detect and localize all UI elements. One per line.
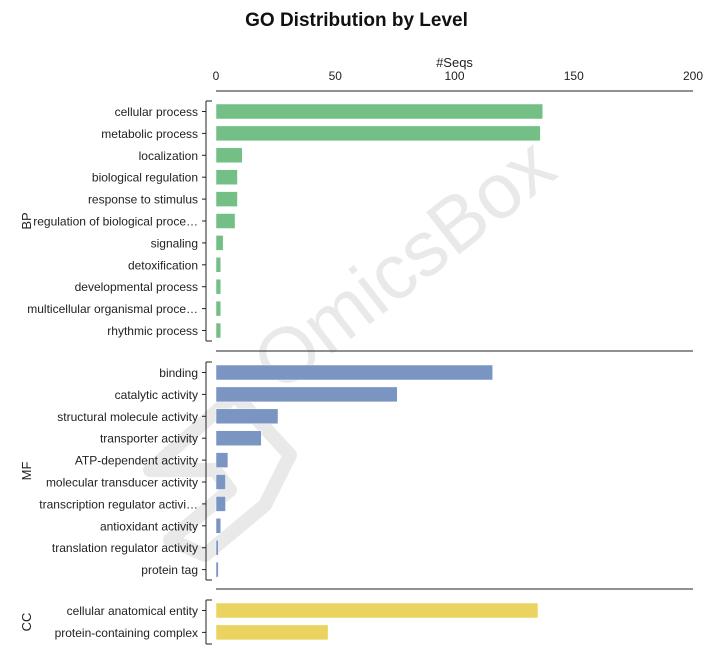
category-label: ATP-dependent activity	[75, 454, 198, 468]
category-label: transporter activity	[100, 432, 198, 446]
x-tick-label: 150	[564, 69, 584, 83]
category-label: translation regulator activity	[52, 541, 198, 555]
category-label: metabolic process	[101, 127, 198, 141]
bar[interactable]	[215, 561, 219, 578]
category-label: structural molecule activity	[57, 410, 198, 424]
category-label: signaling	[151, 236, 198, 250]
bar[interactable]	[215, 300, 222, 317]
category-label: catalytic activity	[115, 388, 198, 402]
group-label-mf: MF	[19, 462, 34, 481]
category-label: cellular anatomical entity	[67, 604, 198, 618]
category-label: protein-containing complex	[55, 626, 198, 640]
bar[interactable]	[215, 191, 238, 207]
category-label: multicellular organismal proce…	[27, 302, 198, 316]
category-label: detoxification	[128, 258, 198, 272]
bar[interactable]	[215, 322, 222, 339]
bar[interactable]	[215, 103, 543, 120]
chart-title: GO Distribution by Level	[245, 10, 468, 31]
watermark: OmicsBox	[236, 120, 570, 408]
bar[interactable]	[215, 364, 493, 381]
bar[interactable]	[215, 408, 279, 425]
category-label: cellular process	[115, 105, 198, 119]
x-tick-label: 100	[444, 69, 464, 83]
bar[interactable]	[215, 430, 262, 446]
category-label: antioxidant activity	[100, 519, 198, 533]
group-label-bp: BP	[19, 212, 34, 229]
group-label-cc: CC	[19, 613, 34, 632]
category-label: rhythmic process	[107, 324, 198, 338]
category-label: regulation of biological proce…	[33, 215, 198, 229]
bar[interactable]	[215, 496, 226, 512]
bar[interactable]	[215, 169, 238, 185]
bar[interactable]	[215, 278, 222, 295]
category-label: localization	[139, 149, 198, 163]
bar[interactable]	[215, 602, 539, 619]
x-tick-label: 200	[683, 69, 703, 83]
x-tick-label: 50	[329, 69, 343, 83]
category-label: binding	[159, 366, 198, 380]
bar[interactable]	[215, 518, 222, 534]
bar[interactable]	[215, 147, 243, 164]
category-label: response to stimulus	[88, 193, 198, 207]
bar[interactable]	[215, 386, 398, 403]
bar[interactable]	[215, 257, 222, 273]
category-label: transcription regulator activi…	[39, 497, 198, 511]
category-label: molecular transducer activity	[46, 476, 198, 490]
category-label: developmental process	[75, 280, 198, 294]
category-label: biological regulation	[92, 171, 198, 185]
x-axis-label: #Seqs	[436, 55, 473, 70]
bar[interactable]	[215, 125, 541, 142]
x-tick-label: 0	[213, 69, 220, 83]
bar[interactable]	[215, 539, 219, 556]
bar[interactable]	[215, 235, 224, 251]
bar[interactable]	[215, 474, 226, 490]
bar[interactable]	[215, 452, 229, 468]
bar[interactable]	[215, 213, 236, 229]
bar[interactable]	[215, 624, 329, 641]
category-label: protein tag	[141, 563, 198, 577]
